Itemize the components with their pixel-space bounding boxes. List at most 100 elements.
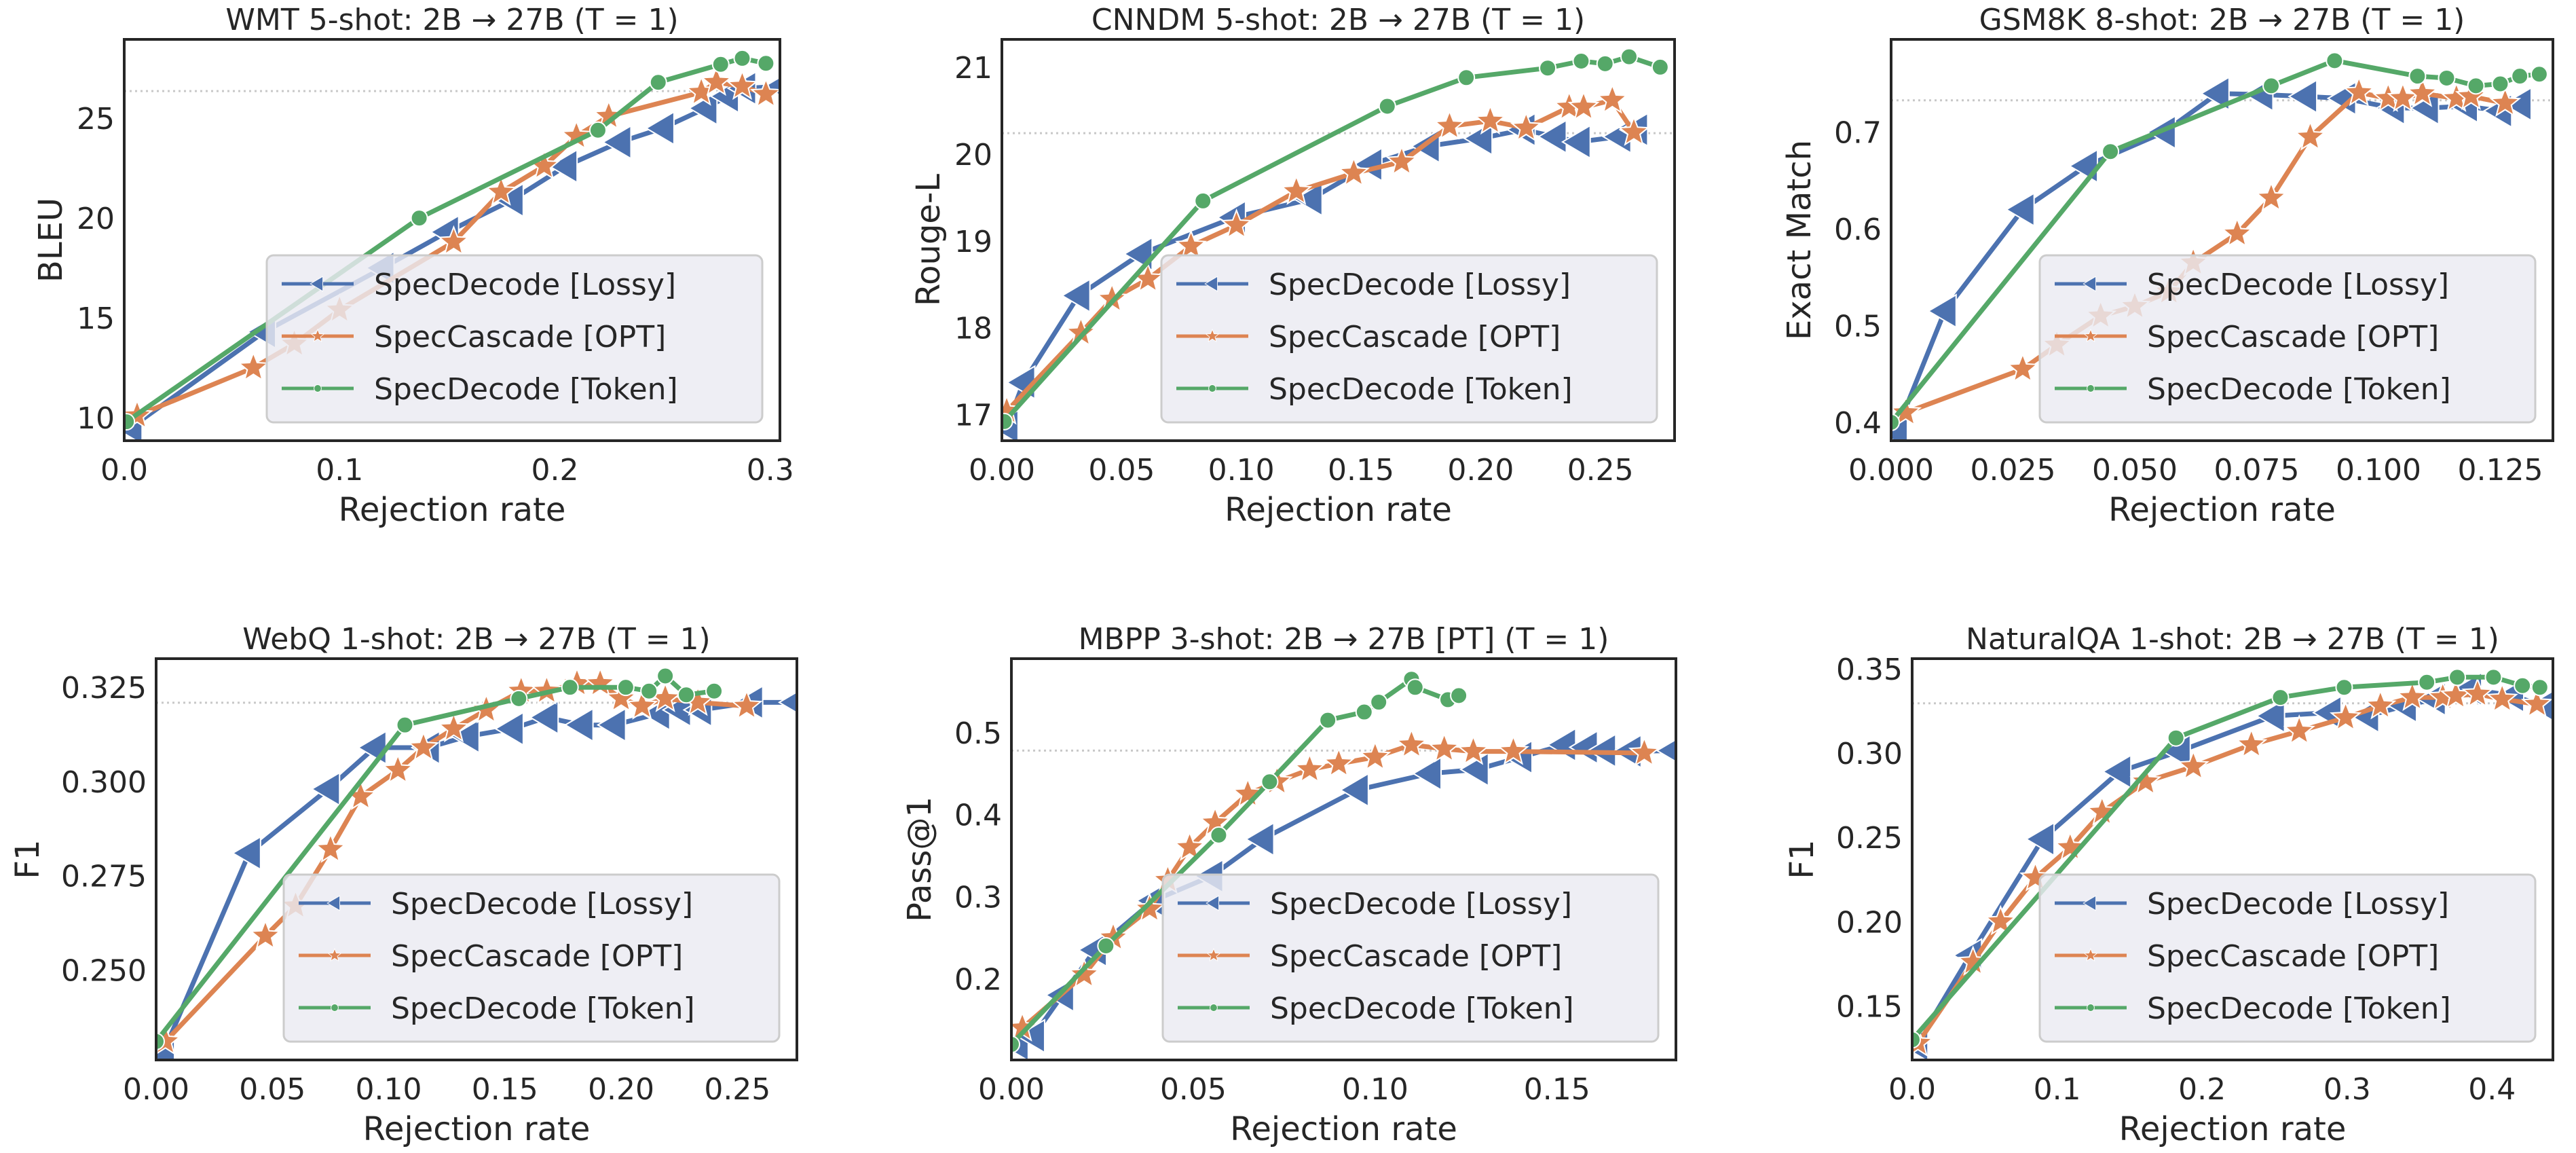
data-point — [2221, 217, 2254, 248]
x-tick-label: 0.4 — [2468, 1072, 2516, 1107]
data-point — [1060, 278, 1091, 314]
data-point — [2102, 754, 2132, 790]
legend-marker-star-icon — [327, 947, 342, 962]
x-tick-label: 0.075 — [2214, 453, 2299, 488]
legend-entry: SpecDecode [Lossy] — [282, 268, 676, 302]
y-tick-label: 0.7 — [1834, 116, 1882, 151]
data-point — [705, 682, 724, 700]
data-point — [2004, 191, 2035, 227]
data-point — [2461, 677, 2494, 708]
data-point — [656, 667, 675, 685]
data-point — [530, 674, 563, 705]
data-point — [249, 919, 282, 950]
y-tick-label: 0.4 — [954, 799, 1002, 833]
x-tick-label: 0.000 — [1848, 453, 1934, 488]
data-point — [1628, 736, 1660, 767]
axes-frame — [123, 38, 781, 442]
plot-content — [156, 666, 797, 1060]
series-circle — [1002, 48, 1669, 431]
data-point — [2288, 79, 2318, 114]
series-circle — [1011, 670, 1468, 1054]
legend-marker-triangle-left-icon — [326, 895, 341, 911]
axes-frame — [1911, 657, 2554, 1061]
data-point — [1510, 111, 1542, 142]
y-tick-label: 18 — [954, 312, 992, 346]
data-point — [1002, 412, 1013, 431]
legend-entry: SpecDecode [Token] — [299, 991, 695, 1026]
x-tick-label: 0.20 — [588, 1072, 654, 1107]
data-point — [1412, 756, 1442, 791]
x-tick-label: 0.1 — [316, 453, 363, 488]
y-axis-label: F1 — [1783, 839, 1821, 879]
data-point — [1433, 109, 1466, 140]
data-point — [1210, 826, 1228, 844]
legend: SpecDecode [Lossy] SpecCascade [OPT] SpecD… — [2038, 254, 2537, 424]
data-point — [1359, 740, 1392, 771]
data-point — [1096, 282, 1128, 313]
data-point — [381, 753, 414, 784]
data-point — [1651, 58, 1669, 76]
data-point — [2271, 689, 2290, 707]
x-tick-label: 0.0 — [100, 453, 148, 488]
y-tick-label: 20 — [954, 138, 992, 172]
legend: SpecDecode [Lossy] SpecCascade [OPT] SpecD… — [2038, 873, 2537, 1043]
data-point — [2491, 75, 2509, 93]
x-tick-label: 0.05 — [1088, 453, 1155, 488]
subplot-2: CNNDM 5-shot: 2B → 27B (T = 1) 0.00 0.05 0.… — [910, 3, 1676, 529]
x-tick-label: 0.125 — [2457, 453, 2543, 488]
x-tick-label: 0.00 — [969, 453, 1035, 488]
data-point — [589, 121, 607, 139]
x-tick-label: 0.3 — [747, 453, 794, 488]
y-tick-label: 15 — [77, 301, 115, 336]
data-point — [1231, 777, 1264, 808]
x-tick-label: 0.1 — [2034, 1072, 2081, 1107]
data-point — [730, 689, 763, 720]
data-point — [2255, 181, 2288, 212]
chart-title: WMT 5-shot: 2B → 27B (T = 1) — [225, 3, 678, 37]
y-axis-label: Pass@1 — [901, 797, 939, 922]
data-point — [605, 682, 637, 712]
data-point — [677, 686, 695, 704]
chart-title: GSM8K 8-shot: 2B → 27B (T = 1) — [1979, 3, 2465, 37]
data-point — [1319, 711, 1337, 729]
data-point — [2019, 861, 2052, 892]
legend-entry: SpecDecode [Token] — [1176, 372, 1573, 407]
data-point — [410, 209, 428, 227]
legend-label: SpecCascade [OPT] — [1269, 320, 1561, 354]
legend-entry: SpecCascade [OPT] — [2055, 939, 2439, 974]
subplot-4: WebQ 1-shot: 2B → 27B (T = 1) 0.00 0.05 0.1… — [9, 622, 798, 1148]
series-circle — [1912, 668, 2549, 1049]
data-point — [2406, 76, 2439, 107]
x-tick-label: 0.025 — [1971, 453, 2056, 488]
data-point — [1355, 703, 1373, 721]
data-point — [1068, 957, 1100, 989]
series-circle — [124, 49, 775, 431]
data-point — [584, 666, 616, 697]
legend-entry: SpecCascade [OPT] — [2055, 320, 2439, 354]
x-tick-label: 0.0 — [1888, 1072, 1936, 1107]
data-point — [2502, 86, 2532, 122]
legend-label: SpecDecode [Token] — [1270, 991, 1574, 1026]
plot-content — [1002, 48, 1675, 441]
legend-marker-circle-icon — [1208, 384, 1216, 392]
x-tick-label: 0.05 — [239, 1072, 305, 1107]
data-point — [529, 699, 559, 735]
data-point — [2283, 714, 2315, 745]
legend-marker-circle-icon — [331, 1004, 339, 1012]
x-tick-label: 0.050 — [2092, 453, 2178, 488]
data-point — [1596, 83, 1628, 114]
data-point — [1457, 69, 1476, 87]
plot-content — [1011, 670, 1676, 1060]
y-tick-label: 0.6 — [1834, 213, 1882, 247]
data-point — [2511, 67, 2529, 86]
x-axis-label: Rejection rate — [1230, 1110, 1457, 1148]
series-star — [1912, 677, 2553, 1057]
x-tick-label: 0.10 — [1208, 453, 1275, 488]
data-point — [1134, 892, 1166, 923]
data-point — [1011, 1036, 1020, 1054]
x-tick-label: 0.20 — [1447, 453, 1514, 488]
data-point — [616, 678, 635, 697]
data-point — [2262, 77, 2281, 95]
legend-label: SpecDecode [Lossy] — [2147, 268, 2449, 302]
data-point — [310, 771, 341, 807]
